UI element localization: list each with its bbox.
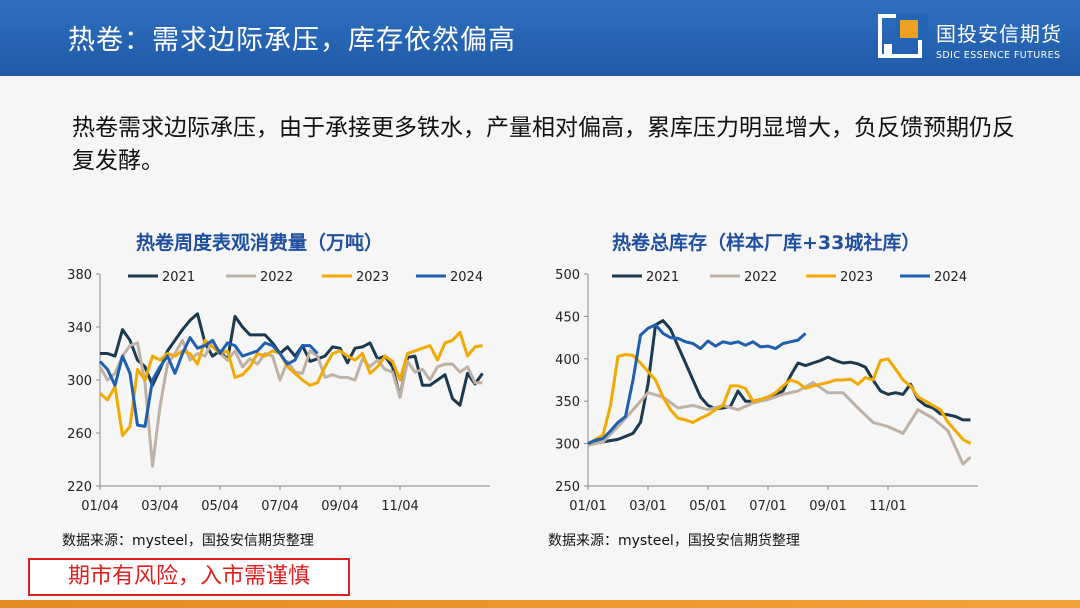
x-tick-label: 07/01: [749, 499, 786, 514]
logo-chinese-name: 国投安信期货: [936, 22, 1062, 46]
chart-1-title: 热卷周度表观消费量（万吨）: [136, 232, 384, 254]
y-tick-label: 400: [555, 353, 580, 368]
x-tick-label: 05/04: [201, 499, 238, 514]
x-tick-label: 01/01: [569, 499, 606, 514]
y-tick-label: 350: [555, 395, 580, 410]
legend-label-2023: 2023: [840, 270, 873, 285]
y-tick-label: 340: [67, 321, 92, 336]
y-tick-label: 300: [555, 438, 580, 453]
x-tick-label: 03/04: [141, 499, 178, 514]
chart-1-source: 数据来源：mysteel，国投安信期货整理: [62, 533, 314, 549]
legend-label-2021: 2021: [646, 270, 679, 285]
series-line-2023: [99, 330, 483, 438]
y-tick-label: 500: [555, 268, 580, 283]
y-tick-label: 250: [555, 480, 580, 495]
y-tick-label: 260: [67, 427, 92, 442]
company-logo: 国投安信期货 SDIC ESSENCE FUTURES: [878, 14, 1074, 66]
legend-label-2024: 2024: [934, 270, 967, 285]
legend-label-2024: 2024: [450, 270, 483, 285]
series-line-2023: [587, 353, 972, 445]
summary-text: 热卷需求边际承压，由于承接更多铁水，产量相对偏高，累库压力明显增大，负反馈预期仍…: [72, 115, 1015, 174]
chart-2-title: 热卷总库存（样本厂库+33城社库）: [612, 232, 921, 254]
bottom-accent-bar: [0, 600, 1080, 608]
legend-label-2023: 2023: [356, 270, 389, 285]
series-line-2022: [98, 338, 483, 468]
y-tick-label: 450: [555, 310, 580, 325]
x-tick-label: 05/01: [689, 499, 726, 514]
y-tick-label: 380: [67, 268, 92, 283]
y-tick-label: 300: [67, 374, 92, 389]
series-line-2022: [587, 381, 972, 466]
series-line-2024: [587, 323, 807, 445]
x-tick-label: 03/01: [629, 499, 666, 514]
series-line-2021: [587, 319, 971, 446]
legend-label-2021: 2021: [162, 270, 195, 285]
x-tick-label: 01/04: [81, 499, 118, 514]
risk-warning: 期市有风险，入市需谨慎: [28, 558, 350, 596]
chart-2-inventory: 250 300 350 400 450 500 01/01 03/01 05/01 07/01 09…: [555, 268, 978, 514]
chart-2-source: 数据来源：mysteel，国投安信期货整理: [548, 533, 800, 549]
header-bar: 热卷：需求边际承压，库存依然偏高 国投安信期货 SDIC ESSENCE FUT…: [0, 0, 1080, 76]
x-tick-label: 07/04: [261, 499, 298, 514]
legend-label-2022: 2022: [744, 270, 777, 285]
x-tick-label: 09/04: [321, 499, 358, 514]
chart-1-consumption: 220 260 300 340 380 01/04 03/04 05/04 07/04 09/04…: [67, 268, 490, 514]
x-tick-label: 11/04: [381, 499, 418, 514]
x-tick-label: 11/01: [869, 499, 906, 514]
y-tick-label: 220: [67, 480, 92, 495]
legend-label-2022: 2022: [260, 270, 293, 285]
logo-mark-icon: [878, 14, 928, 58]
series-line-2024: [98, 336, 319, 428]
logo-english-name: SDIC ESSENCE FUTURES: [936, 50, 1061, 61]
page-title: 热卷：需求边际承压，库存依然偏高: [68, 25, 516, 56]
x-tick-label: 09/01: [809, 499, 846, 514]
